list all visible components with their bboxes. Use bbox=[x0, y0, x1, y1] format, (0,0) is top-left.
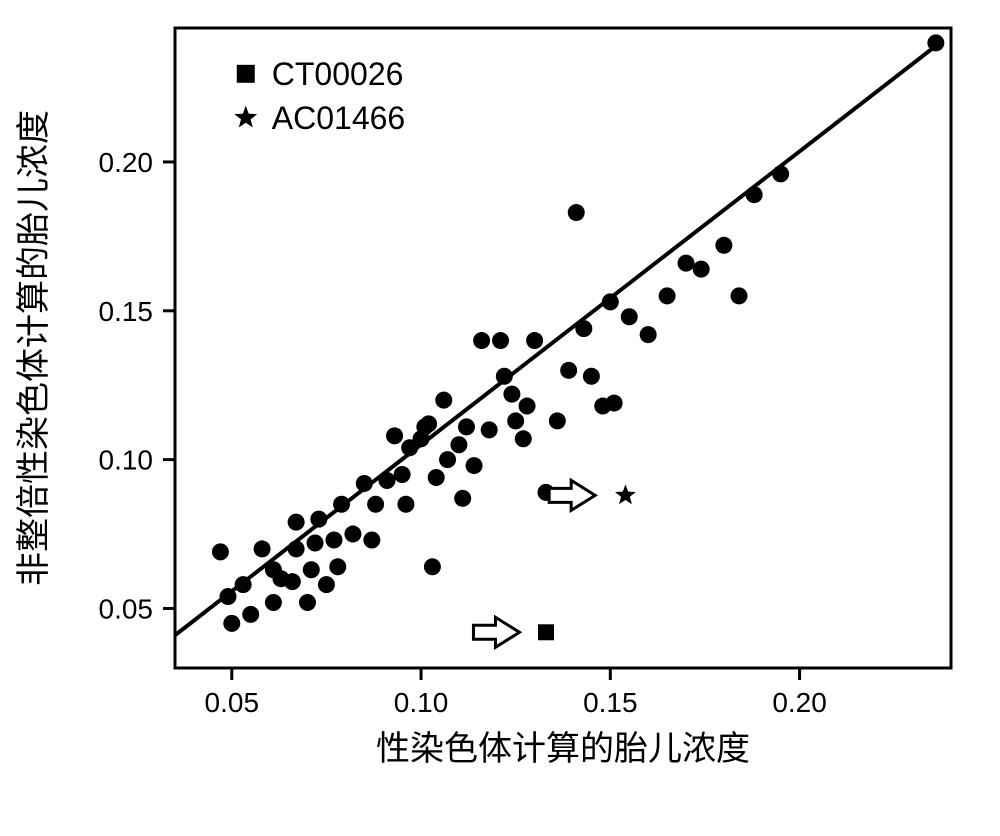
data-point bbox=[424, 558, 441, 575]
data-point bbox=[746, 186, 763, 203]
data-point bbox=[356, 475, 373, 492]
data-point bbox=[344, 526, 361, 543]
data-point bbox=[288, 540, 305, 557]
arrow-icon bbox=[473, 617, 519, 647]
legend-label: AC01466 bbox=[272, 100, 405, 136]
data-point bbox=[394, 466, 411, 483]
data-point bbox=[439, 451, 456, 468]
data-point bbox=[715, 237, 732, 254]
data-point bbox=[363, 532, 380, 549]
arrow-icon bbox=[549, 480, 595, 510]
data-point bbox=[602, 293, 619, 310]
data-point bbox=[466, 457, 483, 474]
data-point bbox=[606, 395, 623, 412]
data-point bbox=[299, 594, 316, 611]
data-point bbox=[678, 255, 695, 272]
data-point bbox=[560, 362, 577, 379]
data-point bbox=[242, 606, 259, 623]
y-tick-label: 0.15 bbox=[99, 296, 154, 327]
x-tick-label: 0.05 bbox=[205, 687, 260, 718]
data-point bbox=[310, 511, 327, 528]
data-point bbox=[481, 421, 498, 438]
data-point bbox=[288, 514, 305, 531]
data-point bbox=[640, 326, 657, 343]
data-point bbox=[329, 558, 346, 575]
data-point bbox=[454, 490, 471, 507]
data-point bbox=[397, 496, 414, 513]
data-point bbox=[333, 496, 350, 513]
data-point bbox=[772, 165, 789, 182]
legend-square-icon bbox=[237, 65, 255, 83]
data-point bbox=[367, 496, 384, 513]
y-tick-label: 0.05 bbox=[99, 593, 154, 624]
data-point bbox=[318, 576, 335, 593]
data-point bbox=[223, 615, 240, 632]
data-point bbox=[378, 472, 395, 489]
data-point bbox=[303, 561, 320, 578]
data-point bbox=[507, 412, 524, 429]
data-point bbox=[515, 430, 532, 447]
data-point bbox=[428, 469, 445, 486]
data-point bbox=[284, 573, 301, 590]
data-point bbox=[549, 412, 566, 429]
data-point bbox=[621, 308, 638, 325]
y-tick-label: 0.20 bbox=[99, 147, 154, 178]
data-point bbox=[492, 332, 509, 349]
data-point bbox=[693, 261, 710, 278]
highlight-square bbox=[538, 624, 554, 640]
data-point bbox=[526, 332, 543, 349]
data-point bbox=[307, 534, 324, 551]
scatter-chart: 0.05 0.10 0.15 0.20 0.05 0.10 0.15 0.20 性染色体计算的胎… bbox=[0, 0, 1000, 836]
data-point bbox=[575, 320, 592, 337]
x-tick-label: 0.20 bbox=[772, 687, 827, 718]
y-axis-label: 非整倍性染色体计算的胎儿浓度 bbox=[15, 110, 53, 586]
data-point bbox=[420, 415, 437, 432]
data-point bbox=[325, 532, 342, 549]
data-point bbox=[450, 436, 467, 453]
data-point bbox=[219, 588, 236, 605]
data-point bbox=[265, 594, 282, 611]
data-point bbox=[435, 392, 452, 409]
y-tick-label: 0.10 bbox=[99, 445, 154, 476]
x-axis-label: 性染色体计算的胎儿浓度 bbox=[376, 730, 750, 768]
data-point bbox=[731, 287, 748, 304]
data-point bbox=[519, 398, 536, 415]
legend-star-icon bbox=[234, 106, 257, 128]
chart-svg: 0.05 0.10 0.15 0.20 0.05 0.10 0.15 0.20 性染色体计算的胎… bbox=[0, 0, 1000, 836]
data-point bbox=[254, 540, 271, 557]
data-point bbox=[212, 543, 229, 560]
data-point bbox=[927, 34, 944, 51]
data-point bbox=[473, 332, 490, 349]
legend-label: CT00026 bbox=[272, 56, 404, 92]
data-point bbox=[659, 287, 676, 304]
x-tick-label: 0.15 bbox=[583, 687, 638, 718]
data-point bbox=[235, 576, 252, 593]
data-point bbox=[568, 204, 585, 221]
data-point bbox=[583, 368, 600, 385]
x-tick-label: 0.10 bbox=[394, 687, 449, 718]
highlight-star bbox=[615, 484, 636, 504]
data-point bbox=[386, 427, 403, 444]
data-point bbox=[458, 418, 475, 435]
data-point bbox=[496, 368, 513, 385]
data-point bbox=[503, 386, 520, 403]
